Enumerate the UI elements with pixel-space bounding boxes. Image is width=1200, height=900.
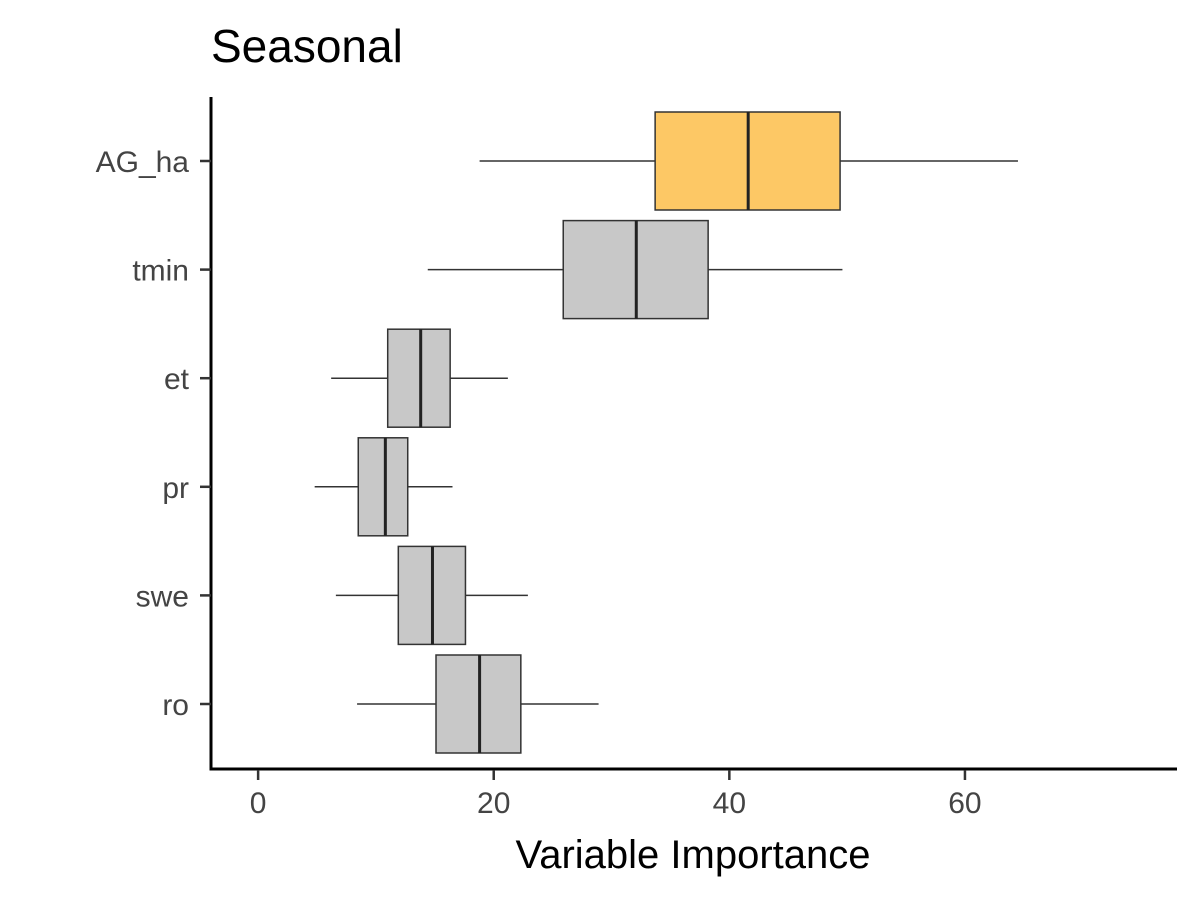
x-tick-label: 60 xyxy=(948,787,981,820)
chart-title: Seasonal xyxy=(211,20,403,72)
y-tick-label: swe xyxy=(136,580,189,613)
box-iqr xyxy=(386,328,451,428)
box-pr xyxy=(314,437,453,537)
y-tick-label: tmin xyxy=(132,255,189,288)
box-swe xyxy=(335,545,528,646)
x-axis: 0 20 40 60 xyxy=(250,770,982,820)
x-tick-label: 40 xyxy=(713,787,746,820)
box-iqr xyxy=(357,437,409,537)
y-tick-label: ro xyxy=(162,689,189,722)
box-tmin xyxy=(427,219,843,320)
x-tick-label: 0 xyxy=(250,787,267,820)
y-tick-label: AG_ha xyxy=(96,146,190,179)
y-tick-label: et xyxy=(164,363,190,396)
plot-area xyxy=(314,111,1018,754)
x-axis-title: Variable Importance xyxy=(516,833,871,877)
x-tick-label: 20 xyxy=(477,787,510,820)
box-AG_ha xyxy=(479,111,1018,211)
box-et xyxy=(331,328,508,428)
y-tick-label: pr xyxy=(162,472,189,505)
box-ro xyxy=(357,654,599,754)
